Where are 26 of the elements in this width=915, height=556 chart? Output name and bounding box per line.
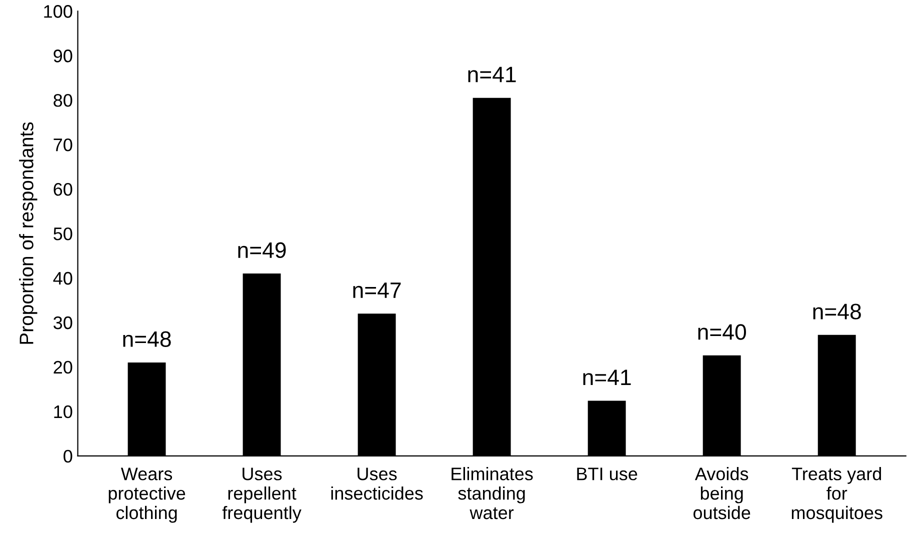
y-tick-label: 90 bbox=[54, 50, 72, 62]
annotation: n=41 bbox=[468, 66, 516, 82]
y-tick-label: 40 bbox=[53, 272, 72, 285]
y-tick-label: 60 bbox=[54, 182, 72, 196]
annotation: n=41 bbox=[583, 370, 631, 386]
y-tick-label: 10 bbox=[54, 405, 72, 418]
annotation: n=49 bbox=[238, 242, 286, 258]
y-tick-label: 100 bbox=[44, 5, 72, 18]
x-tick-label: Uses insecticides bbox=[331, 468, 423, 500]
y-tick-label: 80 bbox=[54, 94, 72, 107]
annotation: n=48 bbox=[813, 304, 861, 320]
annotation: n=48 bbox=[123, 331, 171, 348]
x-tick-label: Treats yard for mosquitoes bbox=[792, 467, 882, 523]
annotation: n=47 bbox=[353, 282, 401, 298]
x-tick-label: Eliminates standing water bbox=[452, 467, 533, 520]
x-tick-label: BTI use bbox=[577, 468, 638, 480]
annotation: n=40 bbox=[698, 324, 746, 340]
y-axis-title: Proportion of respondants bbox=[19, 122, 38, 344]
x-tick-label: Avoids being outside bbox=[693, 467, 750, 520]
y-tick-label: 0 bbox=[64, 450, 72, 463]
x-tick-label: Wears protective clothing bbox=[108, 468, 186, 523]
y-tick-label: 50 bbox=[54, 227, 72, 240]
y-tick-label: 30 bbox=[54, 316, 72, 330]
y-tick-label: 20 bbox=[54, 360, 72, 374]
x-tick-label: Uses repellent frequently bbox=[222, 468, 302, 523]
y-tick-label: 70 bbox=[54, 138, 72, 152]
